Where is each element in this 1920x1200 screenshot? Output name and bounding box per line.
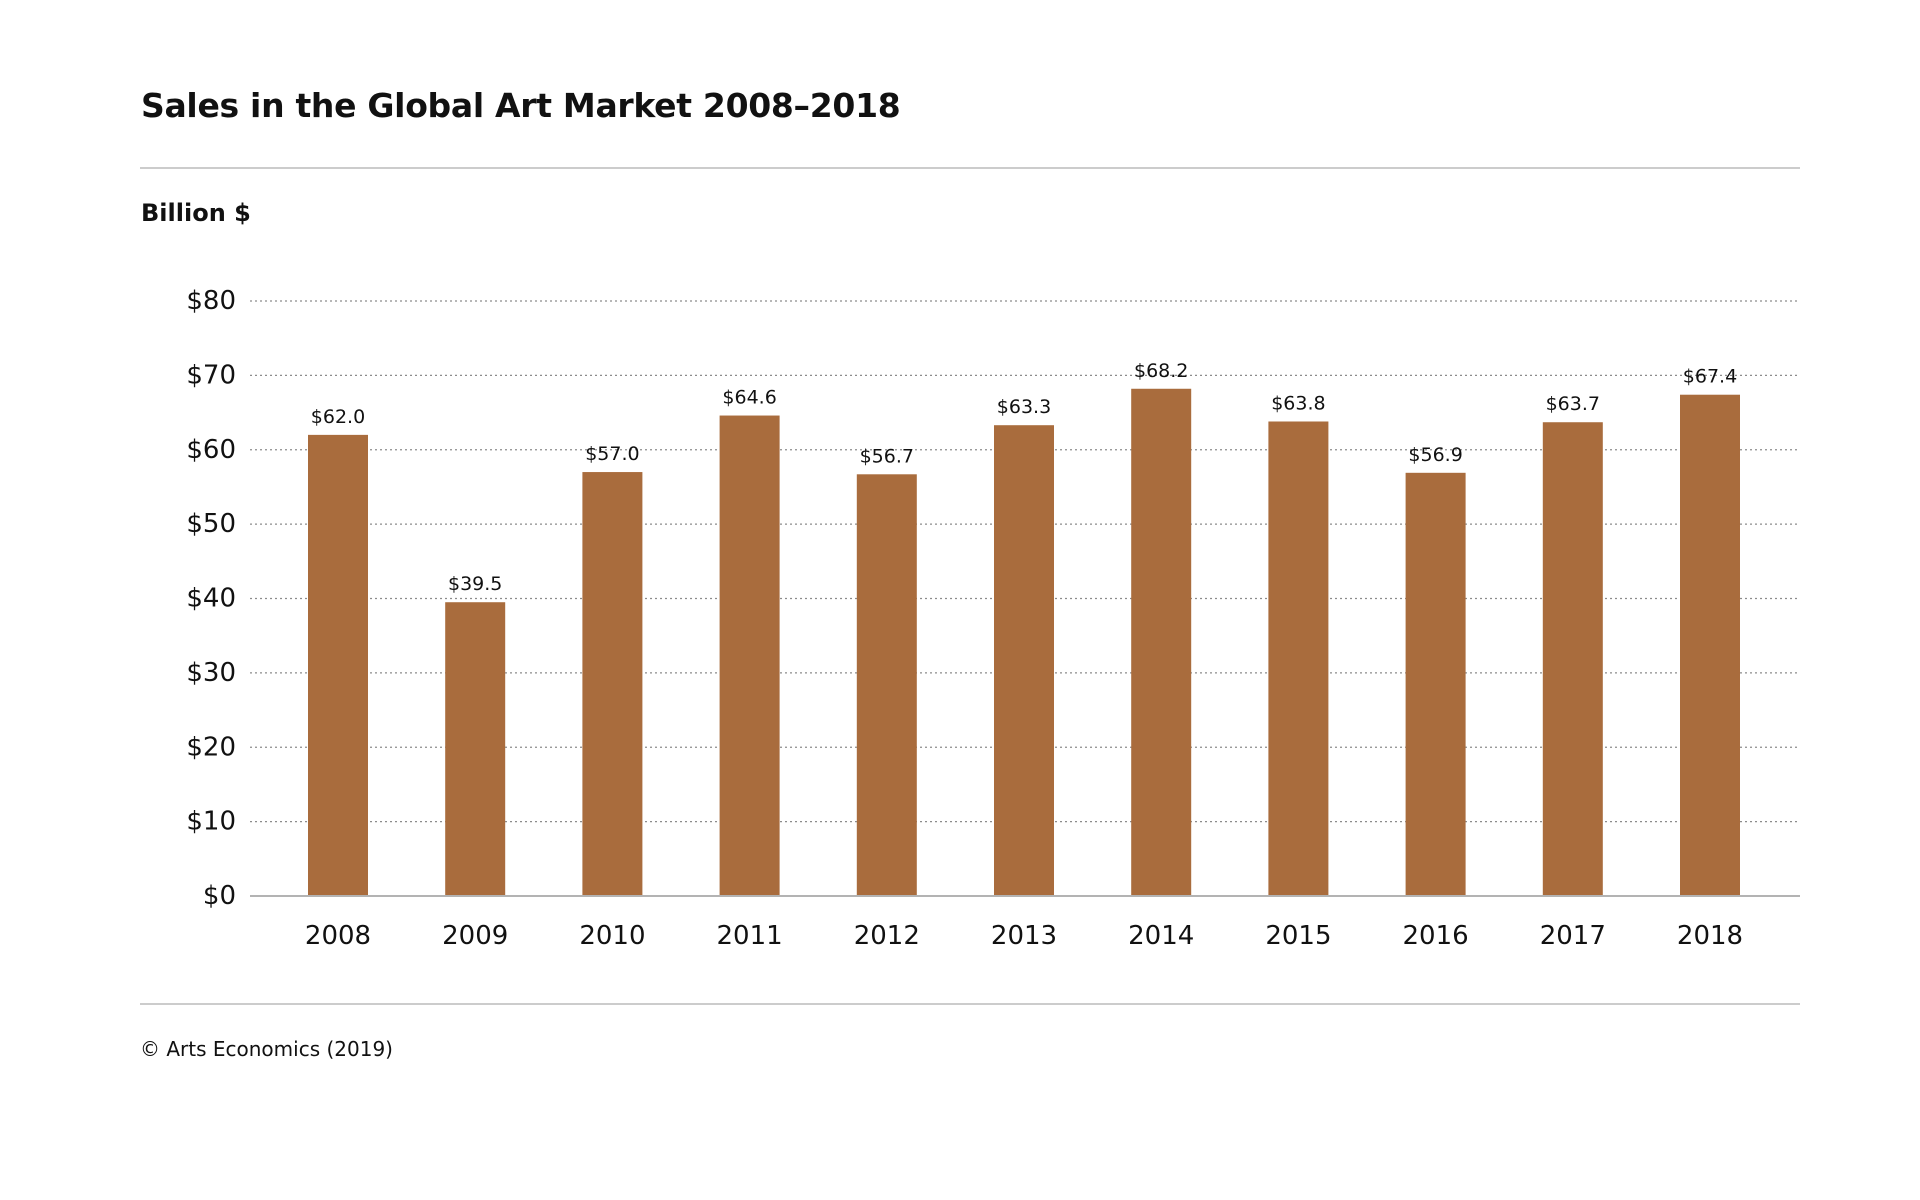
x-tick-label: 2011 [717,921,783,951]
y-tick-label: $50 [186,509,236,539]
data-labels: $62.0 $39.5 $57.0 $64.6 $56.7 $63.3 $68.2 $63.8… [311,360,1737,595]
y-tick-label: $40 [186,584,236,614]
x-tick-label: 2009 [442,921,508,951]
data-label: $63.7 [1546,393,1600,415]
y-tick-label: $60 [186,435,236,465]
data-label: $64.6 [722,387,776,409]
bar [1131,388,1192,896]
x-tick-label: 2015 [1265,921,1331,951]
data-label: $63.3 [997,396,1051,418]
data-label: $56.9 [1408,444,1462,466]
y-tick-label: $30 [186,658,236,688]
x-tick-label: 2010 [579,921,645,951]
data-label: $39.5 [448,573,502,595]
bar [1542,422,1603,896]
bar [1268,421,1329,896]
data-label: $56.7 [860,445,914,467]
bars [308,388,1740,896]
y-tick-label: $0 [203,881,236,911]
x-tick-label: 2018 [1677,921,1743,951]
x-tick-label: 2017 [1540,921,1606,951]
data-label: $63.8 [1271,392,1325,414]
y-axis-unit-label: Billion $ [141,199,251,227]
data-label: $67.4 [1683,366,1737,388]
bar [1405,472,1466,896]
bar [994,425,1054,896]
chart-title: Sales in the Global Art Market 2008–2018 [141,86,901,125]
x-axis-ticks: 2008 2009 2010 2011 2012 2013 2014 2015 2016 2017… [305,921,1743,951]
bar [719,415,780,896]
bar [856,474,917,896]
bar [1680,394,1740,896]
copyright-note: © Arts Economics (2019) [140,1037,393,1061]
bar [582,472,643,896]
y-axis-ticks: $0 $10 $20 $30 $40 $50 $60 $70 $80 [186,286,236,911]
x-tick-label: 2014 [1128,921,1194,951]
x-tick-label: 2008 [305,921,371,951]
data-label: $57.0 [585,443,639,465]
y-tick-label: $10 [186,807,236,837]
y-tick-label: $80 [186,286,236,316]
bar [308,434,368,896]
y-tick-label: $20 [186,732,236,762]
top-divider [140,167,1800,169]
bottom-divider [140,1003,1800,1005]
y-tick-label: $70 [186,360,236,390]
data-label: $62.0 [311,406,365,428]
x-tick-label: 2012 [854,921,920,951]
data-label: $68.2 [1134,360,1188,382]
bar [445,602,506,896]
x-tick-label: 2016 [1403,921,1469,951]
x-tick-label: 2013 [991,921,1057,951]
bar-chart: $0 $10 $20 $30 $40 $50 $60 $70 $80 $62.0 $39.5 $57… [186,286,1800,951]
